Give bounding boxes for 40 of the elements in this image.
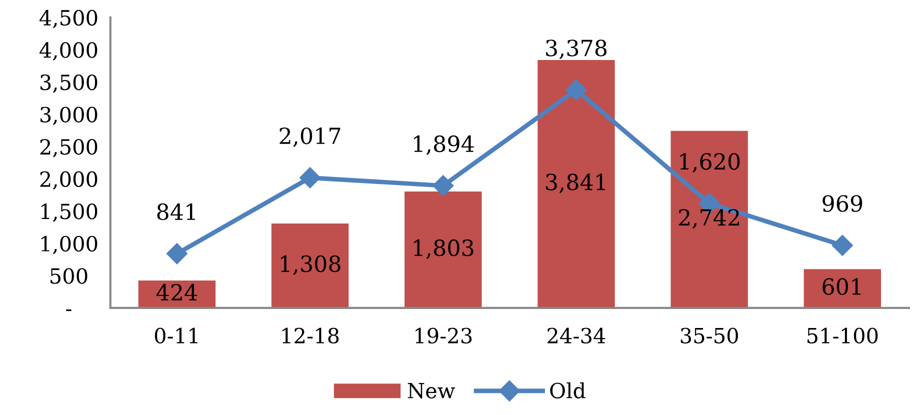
data-label: 601	[822, 278, 860, 295]
data-label: 1,894	[414, 135, 474, 155]
bar	[804, 269, 882, 308]
y-tick-label: 2,000	[40, 171, 98, 190]
data-label: 3,378	[546, 40, 607, 60]
data-label: 969	[822, 195, 862, 212]
bar	[271, 223, 349, 308]
y-tick-label: 4,000	[40, 42, 98, 60]
bar	[404, 192, 482, 308]
point	[566, 79, 587, 100]
x-tick-label: 51-100	[808, 328, 878, 344]
y-tick-label: 1,500	[41, 204, 98, 222]
data-label: 424	[156, 284, 198, 300]
point	[300, 167, 321, 188]
point	[166, 243, 188, 264]
x-tick-label: 0-11	[154, 328, 198, 344]
data-label: 1,620	[680, 153, 740, 173]
x-tick-label: 12-18	[282, 328, 339, 344]
point	[832, 234, 853, 256]
y-tick-label: 3,000	[40, 106, 98, 126]
y-tick-label: 1,000	[41, 236, 98, 254]
data-label: 841	[157, 203, 195, 220]
point	[432, 175, 454, 196]
x-tick-label: 35-50	[680, 328, 738, 344]
data-label: 1,803	[414, 239, 474, 259]
data-label: 3,841	[546, 174, 605, 194]
y-tick-label: -	[66, 309, 72, 312]
bar	[670, 130, 748, 308]
y-tick-label: 2,500	[40, 138, 98, 158]
y-tick-label: 4,500	[40, 10, 98, 28]
data-label: 1,308	[280, 255, 340, 275]
legend-label: Old	[550, 382, 586, 398]
x-tick-label: 24-34	[548, 328, 606, 344]
data-label: 2,742	[679, 209, 739, 229]
x-tick-label: 19-23	[416, 328, 472, 344]
bar	[538, 60, 615, 308]
y-tick-label: 3,500	[40, 74, 98, 93]
y-tick-label: 500	[50, 268, 88, 284]
data-label: 2,017	[280, 127, 340, 147]
legend-label: New	[408, 382, 455, 398]
